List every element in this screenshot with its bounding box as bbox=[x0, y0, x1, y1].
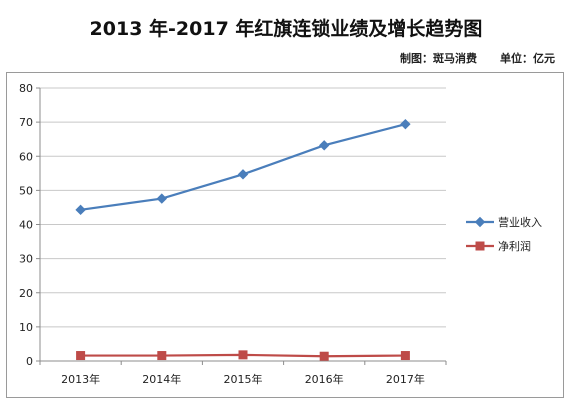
data-point-series-1 bbox=[238, 350, 248, 360]
legend-label: 净利润 bbox=[498, 239, 531, 253]
y-tick-label: 10 bbox=[19, 321, 33, 334]
chart-frame bbox=[6, 72, 564, 398]
y-tick-label: 20 bbox=[19, 287, 33, 300]
legend-label: 营业收入 bbox=[498, 215, 542, 229]
data-point-series-0 bbox=[318, 140, 330, 151]
chart-source-label: 制图：斑马消费 bbox=[400, 52, 477, 65]
data-point-series-0 bbox=[400, 118, 411, 130]
legend-marker-0 bbox=[474, 216, 486, 228]
data-point-series-1 bbox=[319, 351, 329, 361]
y-tick-label: 70 bbox=[19, 116, 33, 129]
x-tick-label: 2015年 bbox=[224, 372, 263, 386]
legend-marker-1 bbox=[475, 241, 485, 251]
y-tick-label: 60 bbox=[19, 150, 33, 163]
series-line-0 bbox=[80, 123, 406, 211]
data-point-series-0 bbox=[156, 193, 168, 204]
y-tick-label: 0 bbox=[26, 355, 33, 368]
data-point-series-0 bbox=[75, 204, 86, 216]
x-tick-label: 2014年 bbox=[142, 372, 181, 386]
data-point-series-0 bbox=[237, 169, 249, 180]
y-tick-label: 80 bbox=[19, 82, 33, 95]
data-point-series-1 bbox=[400, 351, 410, 361]
data-point-series-1 bbox=[157, 351, 167, 361]
x-tick-label: 2016年 bbox=[305, 372, 344, 386]
y-tick-label: 30 bbox=[19, 253, 33, 266]
chart-unit-label: 单位：亿元 bbox=[500, 52, 555, 65]
y-tick-label: 40 bbox=[19, 219, 33, 232]
chart-title: 2013 年-2017 年红旗连锁业绩及增长趋势图 bbox=[89, 18, 483, 40]
data-point-series-1 bbox=[76, 351, 86, 361]
y-tick-label: 50 bbox=[19, 184, 33, 197]
x-tick-label: 2017年 bbox=[386, 372, 425, 386]
x-tick-label: 2013年 bbox=[61, 372, 100, 386]
